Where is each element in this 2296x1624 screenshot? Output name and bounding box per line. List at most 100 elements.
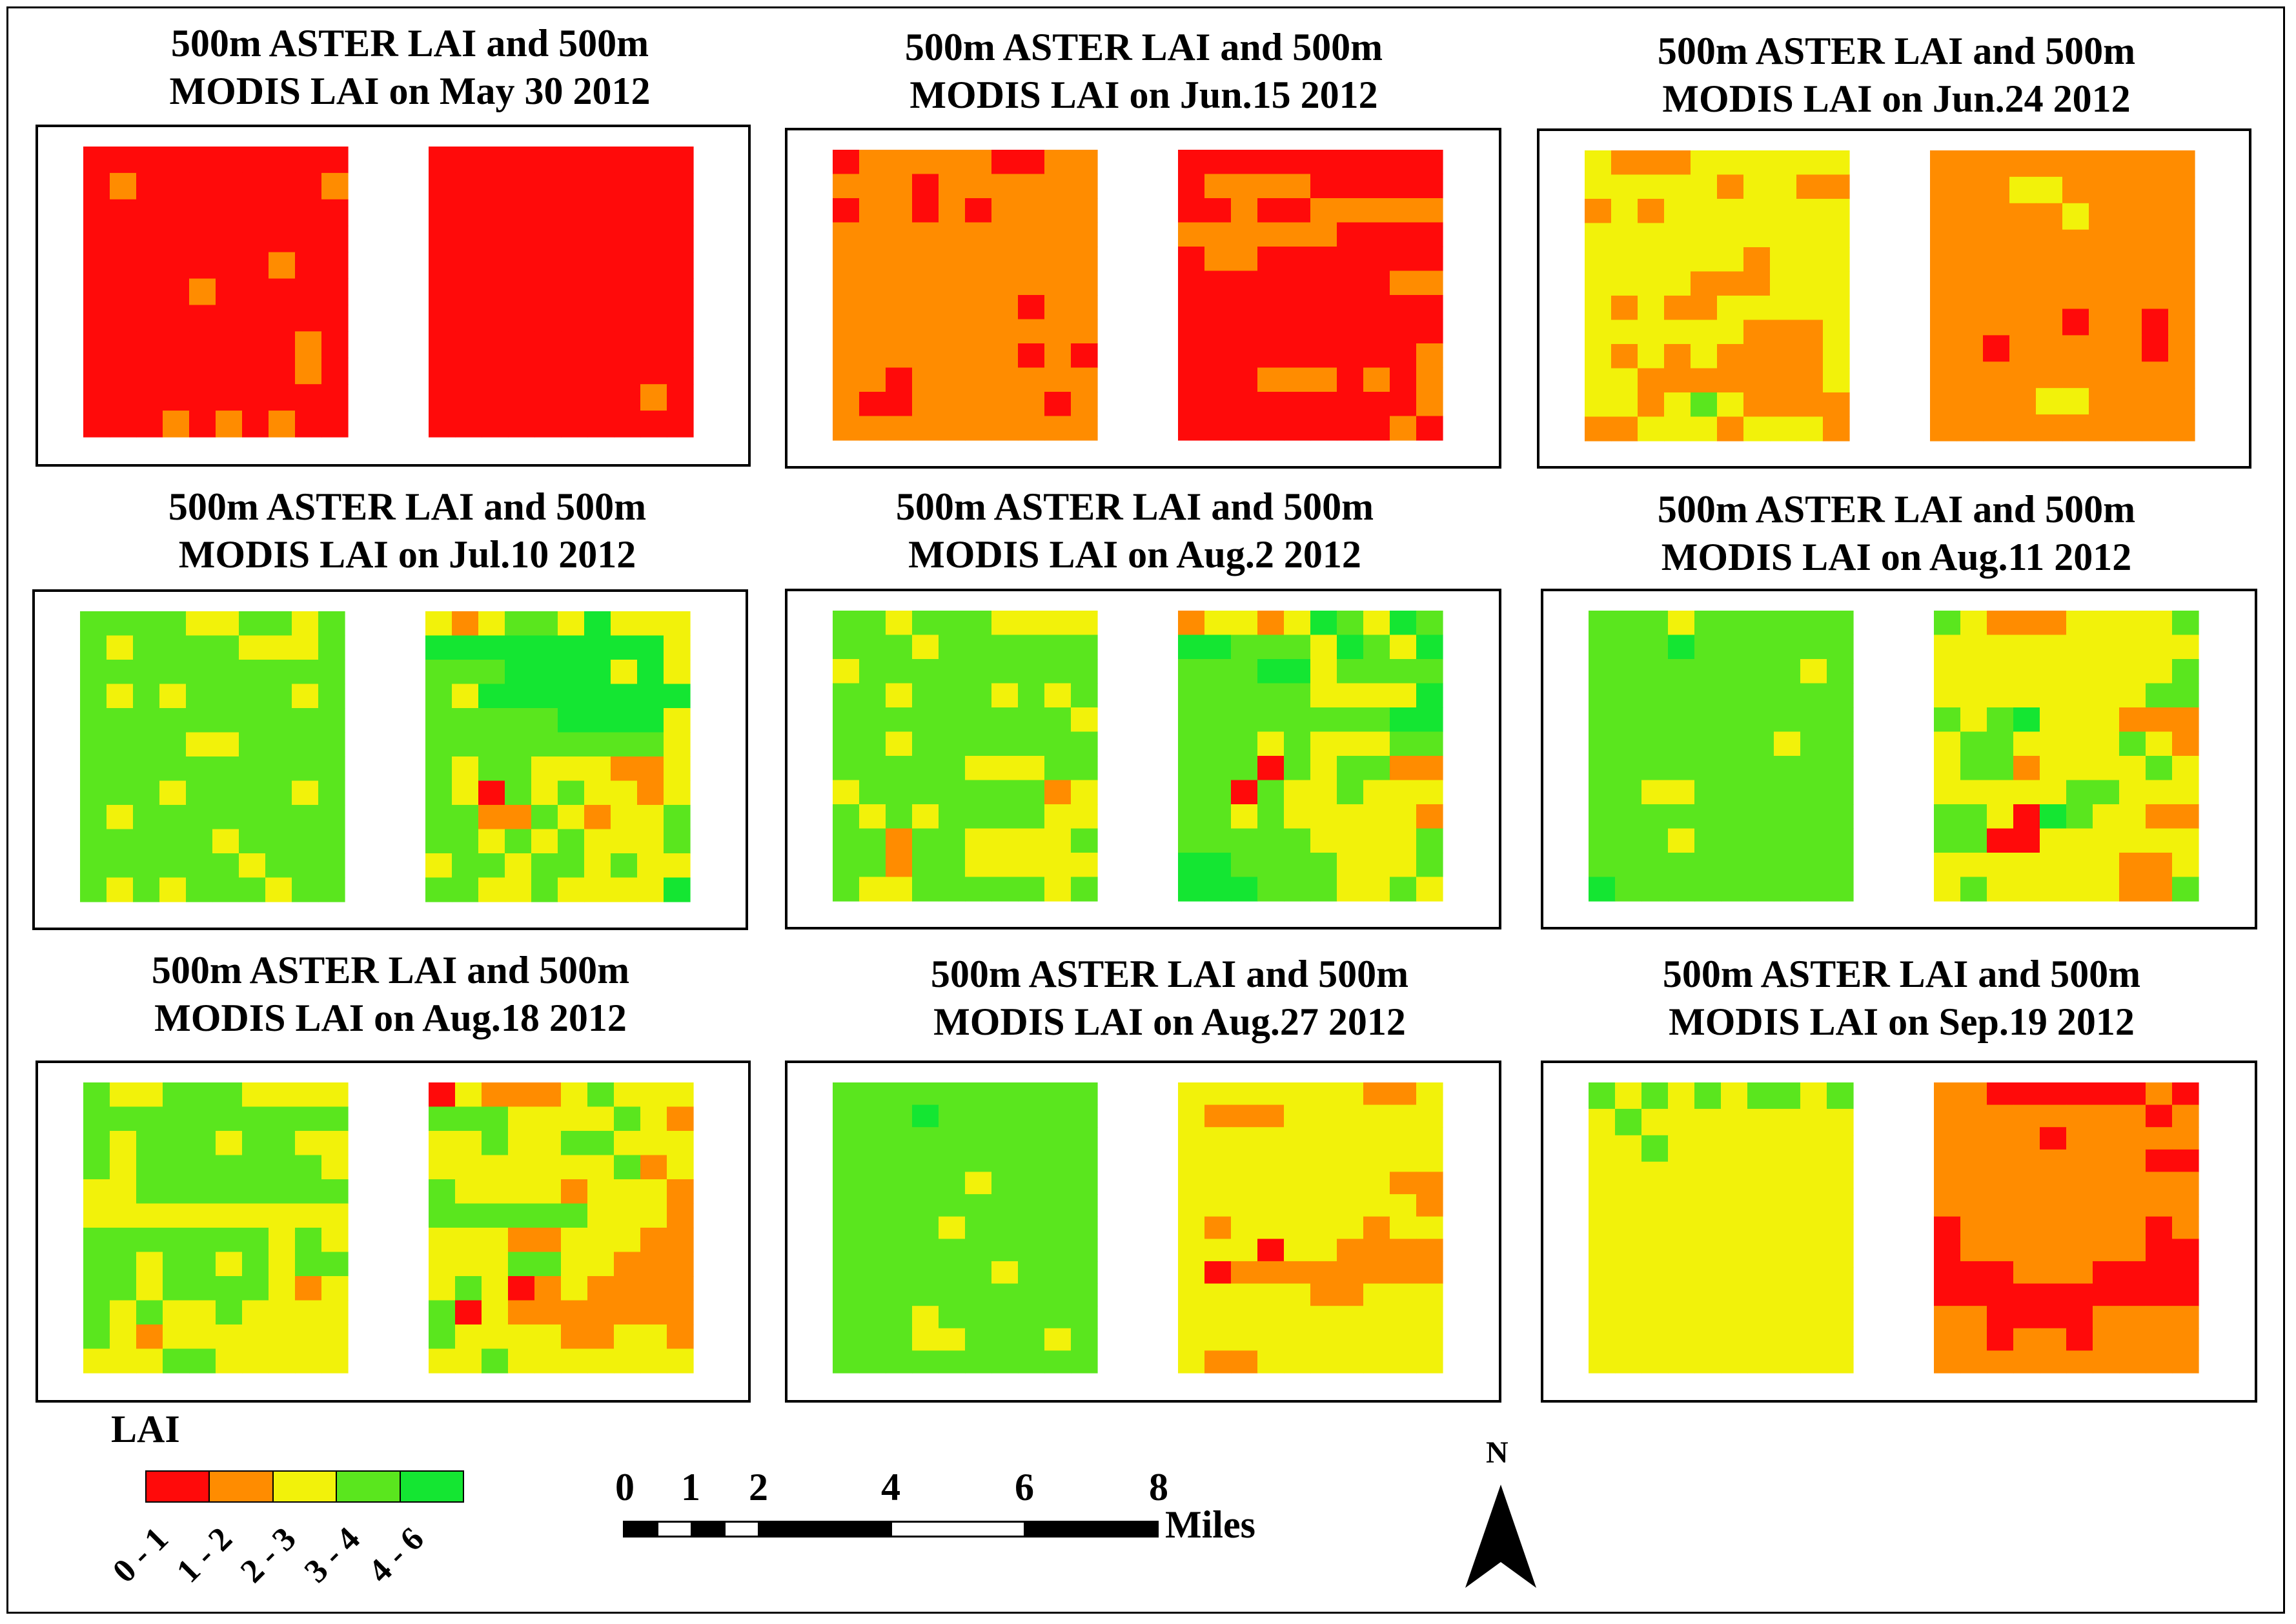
lai-pixel — [2089, 335, 2116, 362]
lai-pixel — [1363, 1306, 1390, 1329]
lai-pixel — [1071, 1261, 1098, 1284]
lai-pixel — [508, 1228, 535, 1253]
aster-lai-map — [833, 1082, 1098, 1374]
lai-pixel — [318, 877, 345, 902]
lai-pixel — [1641, 611, 1669, 636]
lai-pixel — [2119, 1194, 2146, 1217]
lai-pixel — [1416, 683, 1443, 708]
lai-pixel — [265, 660, 292, 685]
lai-pixel — [1668, 1135, 1695, 1162]
lai-pixel — [1668, 1241, 1695, 1268]
lai-pixel — [107, 611, 134, 636]
lai-pixel — [1796, 416, 1824, 442]
lai-pixel — [1827, 1241, 1854, 1268]
lai-pixel — [640, 278, 667, 306]
lai-pixel — [1664, 320, 1691, 345]
lai-pixel — [212, 732, 239, 757]
lai-pixel — [1721, 828, 1748, 853]
lai-pixel — [667, 199, 694, 227]
lai-pixel — [133, 684, 160, 709]
aster-lai-map — [83, 147, 349, 438]
lai-pixel — [1694, 1346, 1722, 1374]
lai-pixel — [614, 411, 641, 438]
lai-pixel — [269, 1131, 296, 1156]
lai-pixel — [1987, 853, 2014, 878]
lai-pixel — [1983, 203, 2010, 230]
lai-pixel — [2089, 150, 2116, 178]
lai-pixel — [1721, 1320, 1748, 1347]
lai-pixel — [584, 805, 611, 830]
lai-pixel — [295, 147, 322, 174]
lai-pixel — [2013, 1149, 2040, 1173]
lai-pixel — [2089, 256, 2116, 283]
lai-pixel — [1987, 1216, 2014, 1239]
lai-pixel — [667, 1252, 694, 1277]
lai-pixel — [1987, 877, 2014, 902]
lai-pixel — [2146, 1350, 2173, 1374]
lai-pixel — [1611, 271, 1638, 296]
title-line1: 500m ASTER LAI and 500m — [168, 485, 647, 528]
lai-pixel — [1694, 1320, 1722, 1347]
lai-pixel — [859, 343, 886, 369]
lai-pixel — [186, 611, 213, 636]
lai-pixel — [1774, 1267, 1801, 1294]
lai-pixel — [2040, 1172, 2067, 1195]
lai-pixel — [163, 172, 190, 200]
lai-pixel — [833, 780, 860, 805]
lai-pixel — [561, 384, 588, 411]
lai-pixel — [455, 1276, 482, 1301]
lai-pixel — [1930, 414, 1957, 442]
lai-pixel — [292, 780, 319, 806]
lai-pixel — [1934, 611, 1961, 636]
lai-pixel — [321, 1325, 349, 1350]
lai-pixel — [136, 331, 163, 358]
lai-pixel — [295, 172, 322, 200]
lai-pixel — [614, 1252, 641, 1277]
lai-pixel — [2172, 731, 2199, 756]
lai-pixel — [1204, 1350, 1232, 1374]
lai-pixel — [886, 1328, 913, 1351]
lai-pixel — [2093, 1283, 2120, 1306]
lai-pixel — [508, 358, 535, 385]
lai-pixel — [859, 1082, 886, 1106]
lai-pixel — [159, 756, 187, 782]
lai-pixel — [1796, 296, 1824, 321]
lai-pixel — [2168, 309, 2195, 336]
lai-pixel — [939, 1350, 966, 1374]
lai-pixel — [2009, 150, 2037, 178]
lai-pixel — [587, 1203, 615, 1228]
lai-pixel — [1615, 1346, 1642, 1374]
lai-pixel — [83, 278, 110, 306]
lai-pixel — [2168, 203, 2195, 230]
lai-pixel — [136, 1131, 163, 1156]
lai-pixel — [1960, 1104, 1987, 1128]
lai-pixel — [1416, 222, 1443, 247]
lai-pixel — [1641, 731, 1669, 756]
lai-pixel — [965, 247, 992, 272]
lai-pixel — [561, 411, 588, 438]
lai-pixel — [1934, 683, 1961, 708]
map-svg — [83, 147, 694, 438]
lai-pixel — [614, 147, 641, 174]
lai-pixel — [80, 684, 107, 709]
lai-pixel — [455, 305, 482, 332]
lai-pixel — [1827, 611, 1854, 636]
lai-pixel — [1310, 1239, 1337, 1262]
lai-pixel — [1284, 1104, 1311, 1128]
lai-pixel — [2013, 634, 2040, 660]
lai-pixel — [1800, 1294, 1827, 1321]
modis-lai-map — [1178, 1082, 1443, 1374]
lai-pixel — [558, 877, 585, 902]
lai-pixel — [912, 1239, 939, 1262]
lai-pixel — [269, 1106, 296, 1132]
lai-pixel — [1178, 611, 1205, 636]
lai-pixel — [80, 611, 107, 636]
lai-pixel — [1310, 756, 1337, 781]
lai-pixel — [886, 270, 913, 296]
lai-pixel — [640, 384, 667, 411]
lai-pixel — [637, 708, 664, 733]
lai-pixel — [1638, 271, 1665, 296]
lai-pixel — [2172, 804, 2199, 829]
lai-pixel — [1747, 1188, 1774, 1215]
lai-pixel — [1641, 1161, 1669, 1189]
